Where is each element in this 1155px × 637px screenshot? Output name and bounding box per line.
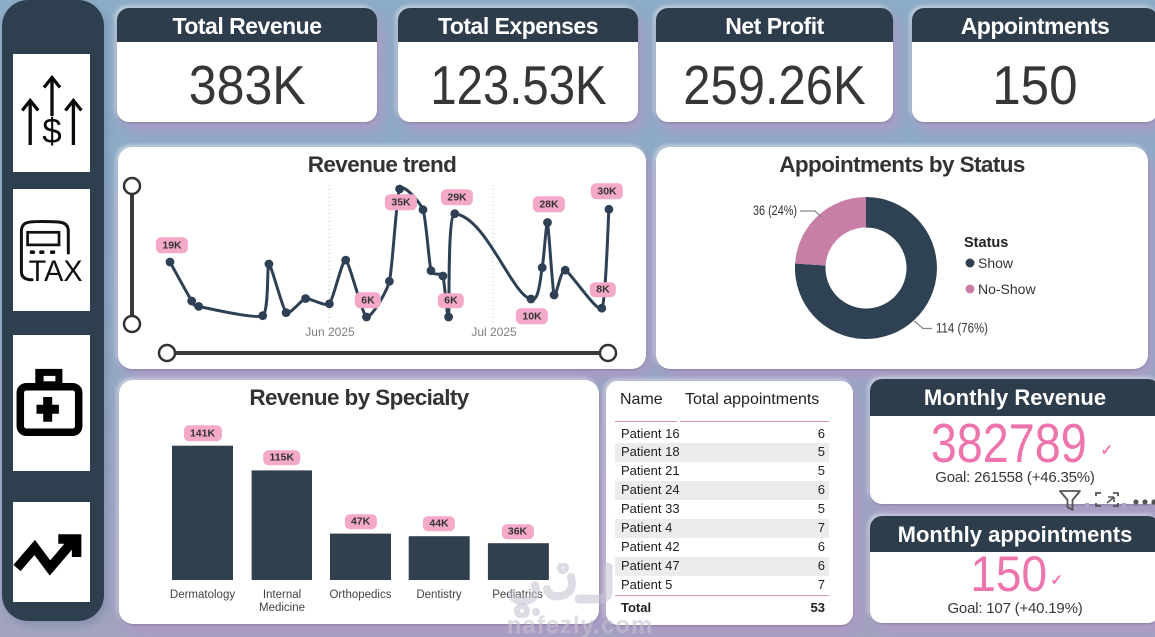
svg-text:Dermatology: Dermatology [170,589,235,601]
svg-text:$: $ [42,112,61,151]
svg-text:36 (24%): 36 (24%) [753,203,797,218]
svg-text:Orthopedics: Orthopedics [329,589,391,601]
svg-text:Jul 2025: Jul 2025 [471,325,517,339]
svg-text:TAX: TAX [29,255,83,288]
svg-text:Dentistry: Dentistry [416,589,462,601]
svg-text:Medicine: Medicine [259,602,305,614]
svg-text:Internal: Internal [263,589,301,601]
svg-text:No-Show: No-Show [978,281,1036,297]
svg-text:Status: Status [964,235,1008,251]
svg-text:Show: Show [978,255,1014,271]
svg-text:Jun 2025: Jun 2025 [305,325,355,339]
svg-text:114 (76%): 114 (76%) [936,321,988,336]
